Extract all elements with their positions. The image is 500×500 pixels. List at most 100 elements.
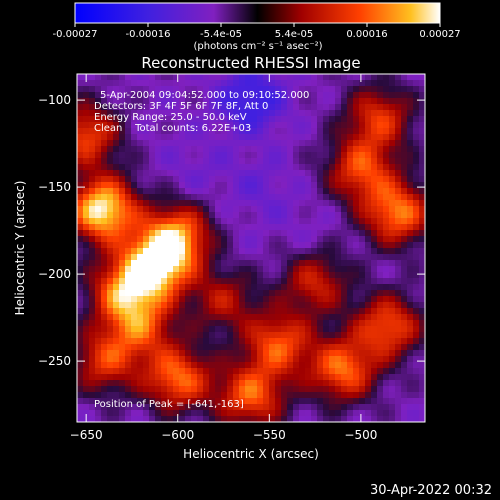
heatmap-cell <box>131 398 138 405</box>
heatmap-cell <box>413 254 420 261</box>
heatmap-cell <box>203 158 210 165</box>
heatmap-cell <box>203 98 210 105</box>
heatmap-cell <box>233 308 240 315</box>
heatmap-cell <box>401 356 408 363</box>
heatmap-cell <box>77 236 84 243</box>
heatmap-cell <box>113 98 120 105</box>
heatmap-cell <box>113 272 120 279</box>
heatmap-cell <box>305 344 312 351</box>
heatmap-cell <box>215 344 222 351</box>
heatmap-cell <box>143 134 150 141</box>
heatmap-cell <box>197 410 204 417</box>
heatmap-cell <box>377 302 384 309</box>
heatmap-cell <box>395 254 402 261</box>
heatmap-cell <box>107 206 114 213</box>
heatmap-cell <box>215 374 222 381</box>
heatmap-cell <box>311 344 318 351</box>
heatmap-cell <box>413 80 420 87</box>
heatmap-cell <box>119 86 126 93</box>
heatmap-cell <box>125 398 132 405</box>
heatmap-cell <box>77 206 84 213</box>
heatmap-cell <box>347 284 354 291</box>
heatmap-cell <box>353 176 360 183</box>
heatmap-cell <box>203 308 210 315</box>
heatmap-cell <box>239 206 246 213</box>
heatmap-cell <box>197 398 204 405</box>
heatmap-cell <box>389 104 396 111</box>
heatmap-cell <box>299 410 306 417</box>
heatmap-cell <box>95 218 102 225</box>
heatmap-cell <box>191 380 198 387</box>
heatmap-cell <box>359 290 366 297</box>
heatmap-cell <box>281 134 288 141</box>
heatmap-cell <box>209 302 216 309</box>
heatmap-cell <box>101 80 108 87</box>
heatmap-cell <box>329 194 336 201</box>
heatmap-cell <box>203 254 210 261</box>
heatmap-cell <box>371 80 378 87</box>
heatmap-cell <box>341 74 348 81</box>
heatmap-cell <box>245 284 252 291</box>
heatmap-cell <box>179 266 186 273</box>
heatmap-cell <box>347 206 354 213</box>
heatmap-cell <box>131 146 138 153</box>
heatmap-cell <box>395 368 402 375</box>
heatmap-cell <box>311 218 318 225</box>
heatmap-cell <box>281 74 288 81</box>
colorbar-tick-label: 5.4e-05 <box>275 29 313 40</box>
heatmap-cell <box>155 410 162 417</box>
heatmap-cell <box>299 398 306 405</box>
heatmap-cell <box>221 398 228 405</box>
heatmap-cell <box>95 338 102 345</box>
heatmap-cell <box>377 290 384 297</box>
heatmap-cell <box>323 128 330 135</box>
heatmap-cell <box>359 398 366 405</box>
heatmap-cell <box>275 188 282 195</box>
heatmap-cell <box>257 134 264 141</box>
heatmap-cell <box>155 158 162 165</box>
heatmap-cell <box>251 356 258 363</box>
heatmap-cell <box>89 164 96 171</box>
heatmap-cell <box>275 320 282 327</box>
heatmap-cell <box>395 392 402 399</box>
heatmap-cell <box>377 266 384 273</box>
heatmap-cell <box>119 236 126 243</box>
heatmap-cell <box>359 248 366 255</box>
heatmap-cell <box>119 146 126 153</box>
heatmap-cell <box>317 386 324 393</box>
heatmap-cell <box>239 368 246 375</box>
heatmap-cell <box>287 326 294 333</box>
heatmap-cell <box>269 80 276 87</box>
heatmap-cell <box>383 110 390 117</box>
heatmap-cell <box>137 278 144 285</box>
heatmap-cell <box>389 254 396 261</box>
heatmap-cell <box>311 110 318 117</box>
heatmap-cell <box>185 74 192 81</box>
heatmap-cell <box>251 170 258 177</box>
heatmap-cell <box>359 74 366 81</box>
heatmap-cell <box>341 290 348 297</box>
heatmap-cell <box>101 134 108 141</box>
heatmap-cell <box>203 104 210 111</box>
heatmap-cell <box>389 116 396 123</box>
heatmap-cell <box>191 110 198 117</box>
heatmap-cell <box>305 362 312 369</box>
y-tick-label: −150 <box>38 180 71 194</box>
heatmap-cell <box>377 254 384 261</box>
heatmap-cell <box>365 188 372 195</box>
heatmap-cell <box>377 272 384 279</box>
heatmap-cell <box>137 146 144 153</box>
heatmap-cell <box>299 176 306 183</box>
heatmap-cell <box>179 206 186 213</box>
heatmap-cell <box>209 404 216 411</box>
heatmap-cell <box>395 314 402 321</box>
heatmap-cell <box>239 152 246 159</box>
heatmap-cell <box>359 236 366 243</box>
heatmap-cell <box>293 152 300 159</box>
heatmap-cell <box>329 284 336 291</box>
heatmap-cell <box>155 344 162 351</box>
heatmap-cell <box>389 362 396 369</box>
heatmap-cell <box>89 182 96 189</box>
heatmap-cell <box>305 74 312 81</box>
heatmap-cell <box>311 356 318 363</box>
